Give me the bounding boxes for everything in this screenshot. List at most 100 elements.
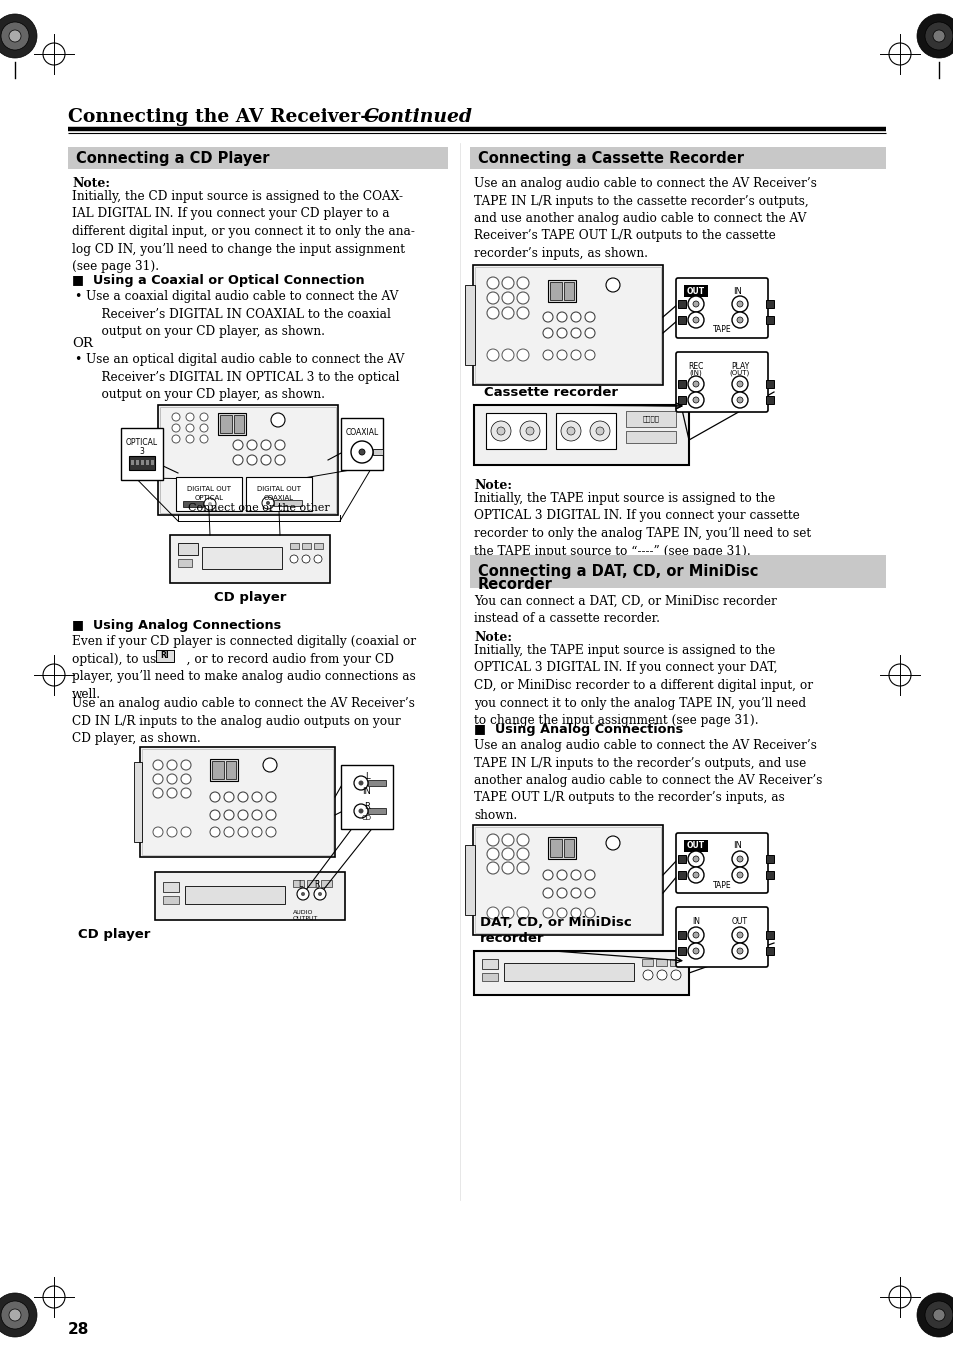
Circle shape — [252, 827, 262, 838]
Text: DIGITAL OUT: DIGITAL OUT — [256, 486, 301, 492]
Circle shape — [557, 328, 566, 338]
Bar — [178, 559, 192, 567]
Circle shape — [274, 440, 285, 450]
Circle shape — [566, 427, 575, 435]
Bar — [683, 840, 707, 852]
FancyBboxPatch shape — [676, 353, 767, 412]
Bar — [226, 761, 235, 780]
Circle shape — [351, 440, 373, 463]
Bar — [678, 855, 685, 863]
Circle shape — [687, 867, 703, 884]
Circle shape — [252, 811, 262, 820]
Circle shape — [486, 907, 498, 919]
Text: DIGITAL OUT: DIGITAL OUT — [187, 486, 231, 492]
Bar — [547, 838, 576, 859]
Circle shape — [571, 350, 580, 359]
Bar — [765, 871, 773, 880]
Circle shape — [501, 848, 514, 861]
Circle shape — [486, 277, 498, 289]
Text: Initially, the CD input source is assigned to the COAX-
IAL DIGITAL IN. If you c: Initially, the CD input source is assign… — [71, 190, 415, 273]
Circle shape — [0, 14, 37, 58]
Text: PLAY: PLAY — [730, 362, 748, 372]
Circle shape — [737, 932, 742, 938]
Bar — [683, 285, 707, 297]
Circle shape — [296, 888, 309, 900]
Bar — [314, 543, 323, 549]
Circle shape — [584, 908, 595, 917]
Circle shape — [486, 834, 498, 846]
Circle shape — [314, 555, 322, 563]
Circle shape — [542, 908, 553, 917]
Circle shape — [692, 381, 699, 386]
Text: Use an optical digital audio cable to connect the AV
    Receiver’s DIGITAL IN O: Use an optical digital audio cable to co… — [86, 353, 404, 401]
Bar — [131, 459, 133, 465]
Circle shape — [571, 908, 580, 917]
Circle shape — [692, 301, 699, 307]
Circle shape — [687, 312, 703, 328]
Circle shape — [605, 836, 619, 850]
Text: Note:: Note: — [474, 631, 512, 644]
Bar — [233, 415, 244, 434]
Bar — [473, 825, 662, 935]
Circle shape — [486, 349, 498, 361]
Bar — [550, 282, 561, 300]
Bar — [320, 880, 332, 888]
Bar — [68, 147, 448, 169]
Text: L: L — [297, 880, 302, 889]
Bar — [158, 405, 337, 515]
Bar — [129, 457, 154, 470]
Bar — [678, 931, 685, 939]
Bar — [678, 947, 685, 955]
Bar — [141, 459, 144, 465]
Bar — [142, 748, 333, 855]
Circle shape — [731, 392, 747, 408]
FancyBboxPatch shape — [246, 477, 312, 511]
Bar — [154, 871, 345, 920]
Circle shape — [542, 328, 553, 338]
Bar — [170, 535, 330, 584]
Bar — [765, 380, 773, 388]
Circle shape — [557, 908, 566, 917]
Circle shape — [517, 292, 529, 304]
Bar — [550, 839, 561, 857]
Circle shape — [687, 296, 703, 312]
Circle shape — [172, 435, 180, 443]
Circle shape — [542, 312, 553, 322]
Circle shape — [152, 761, 163, 770]
Circle shape — [557, 888, 566, 898]
Text: ■  Using a Coaxial or Optical Connection: ■ Using a Coaxial or Optical Connection — [71, 274, 364, 286]
Bar — [140, 747, 335, 857]
Circle shape — [571, 870, 580, 880]
Text: COAXIAL: COAXIAL — [264, 494, 294, 501]
Circle shape — [486, 862, 498, 874]
Bar — [625, 431, 676, 443]
Circle shape — [358, 808, 363, 813]
Text: CD player: CD player — [78, 928, 151, 942]
Circle shape — [557, 870, 566, 880]
Bar — [464, 844, 475, 915]
Bar — [212, 761, 224, 780]
Circle shape — [210, 827, 220, 838]
Circle shape — [687, 927, 703, 943]
Circle shape — [152, 774, 163, 784]
Bar — [133, 762, 142, 842]
Bar — [678, 316, 685, 324]
Circle shape — [517, 834, 529, 846]
Circle shape — [501, 834, 514, 846]
Circle shape — [692, 397, 699, 403]
Circle shape — [354, 804, 368, 817]
Circle shape — [501, 277, 514, 289]
Bar — [475, 267, 660, 382]
Bar — [464, 285, 475, 365]
Text: ⏮⏹⏮⏭: ⏮⏹⏮⏭ — [641, 416, 659, 423]
Text: IN: IN — [691, 917, 700, 925]
Circle shape — [687, 392, 703, 408]
Text: (OUT): (OUT) — [729, 370, 749, 377]
Text: AUDIO
OUTPUT: AUDIO OUTPUT — [293, 911, 318, 921]
Circle shape — [204, 499, 215, 509]
Bar — [563, 839, 574, 857]
Text: R: R — [364, 802, 370, 811]
Bar — [473, 265, 662, 385]
Text: Connecting a Cassette Recorder: Connecting a Cassette Recorder — [477, 150, 743, 166]
Bar — [678, 871, 685, 880]
